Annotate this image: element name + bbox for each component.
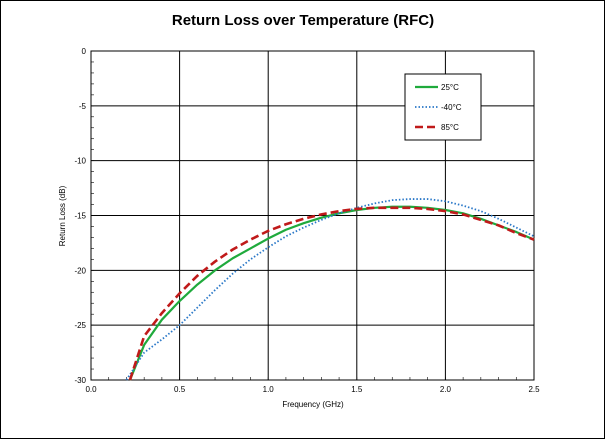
y-tick-label: -15	[74, 212, 86, 221]
x-tick-label: 1.0	[263, 385, 275, 394]
series-line-1	[125, 198, 535, 381]
y-tick-label: -30	[74, 376, 86, 385]
axis-ticks: 0.0 0.5 1.0 1.5 2.0 2.5 0 -5 -10 -15 -20 -25 -30	[74, 47, 540, 394]
legend-label: 85°C	[441, 123, 459, 132]
legend-box	[404, 73, 482, 141]
y-tick-label: -20	[74, 266, 86, 275]
x-tick-label: 0.5	[174, 385, 186, 394]
series-line-2	[128, 206, 535, 381]
x-tick-label: 2.0	[440, 385, 452, 394]
y-tick-label: 0	[82, 47, 87, 56]
chart-title: Return Loss over Temperature (RFC)	[172, 12, 434, 29]
y-axis-label: Return Loss (dB)	[58, 185, 67, 246]
y-tick-label: -25	[74, 321, 86, 330]
y-tick-label: -5	[79, 102, 87, 111]
x-tick-label: 2.5	[528, 385, 540, 394]
series-lines	[125, 198, 535, 381]
x-tick-label: 0.0	[85, 385, 97, 394]
x-axis-label: Frequency (GHz)	[282, 400, 344, 409]
series-line-0	[128, 205, 535, 381]
legend-label: 25°C	[441, 83, 459, 92]
x-tick-label: 1.5	[351, 385, 363, 394]
legend-label: -40°C	[441, 103, 462, 112]
legend: 25°C -40°C 85°C	[404, 73, 482, 141]
y-tick-label: -10	[74, 157, 86, 166]
